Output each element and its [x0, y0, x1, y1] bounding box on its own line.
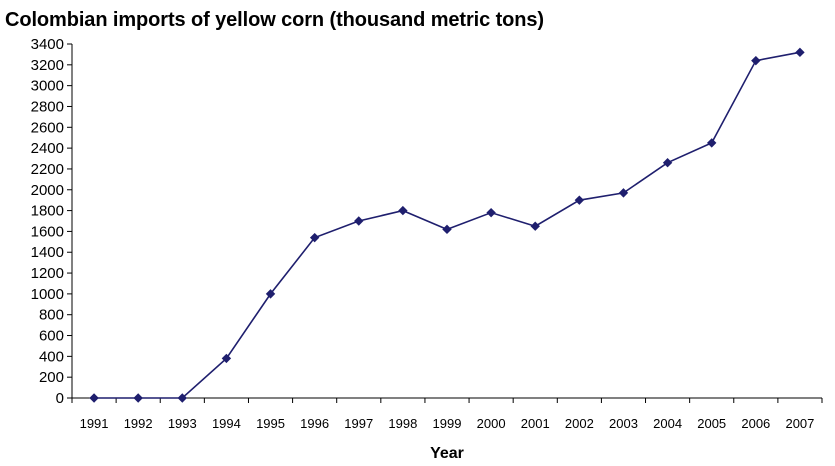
data-point-marker	[751, 55, 761, 66]
axes	[71, 44, 822, 399]
y-tick-label: 800	[39, 307, 64, 324]
data-point-marker	[574, 195, 585, 205]
y-tick-label: 200	[39, 369, 64, 386]
x-tick-label: 1997	[344, 416, 373, 431]
y-tick-label: 3400	[31, 36, 64, 53]
y-tick-label: 400	[39, 348, 64, 365]
x-tick-label: 1992	[124, 416, 153, 431]
data-point-marker	[177, 393, 188, 403]
data-point-marker	[309, 232, 320, 243]
data-point-marker	[133, 393, 143, 403]
data-point-marker	[221, 353, 232, 364]
x-tick-label: 2006	[741, 416, 770, 431]
y-tick-label: 2200	[31, 161, 64, 178]
y-tick-label: 0	[56, 390, 64, 407]
data-point-marker	[442, 224, 452, 235]
x-tick-label: 1999	[433, 416, 462, 431]
x-tick-label: 1998	[388, 416, 417, 431]
x-tick-label: 2001	[521, 416, 550, 431]
y-tick-label: 600	[39, 328, 64, 345]
data-point-marker	[89, 393, 99, 403]
y-tick-label: 1000	[31, 286, 64, 303]
data-point-marker	[354, 216, 364, 226]
x-tick-label: 1994	[212, 416, 241, 431]
x-tick-label: 2004	[653, 416, 682, 431]
data-point-marker	[706, 138, 717, 148]
chart-title: Colombian imports of yellow corn (thousa…	[5, 9, 544, 31]
x-tick-label: 2007	[785, 416, 814, 431]
data-point-marker	[398, 205, 408, 216]
series-markers	[89, 47, 805, 403]
x-axis-label: Year	[430, 445, 464, 462]
y-tick-label: 2600	[31, 119, 64, 136]
data-point-marker	[265, 289, 276, 299]
x-tick-label: 2005	[697, 416, 726, 431]
x-axis-ticks: 1991 1992 1993 1994 1995 1996 1997 1998 1999 2000…	[71, 398, 823, 431]
y-tick-label: 3200	[31, 57, 64, 74]
x-tick-label: 2003	[609, 416, 638, 431]
y-tick-label: 3000	[31, 78, 64, 95]
x-tick-label: 2002	[565, 416, 594, 431]
y-tick-label: 2400	[31, 140, 64, 157]
x-tick-label: 1991	[80, 416, 109, 431]
data-point-marker	[795, 47, 805, 58]
y-axis-ticks: 0 200 400 600 800 1000 1200 1400 1600 1800 2000 220…	[31, 36, 72, 407]
y-tick-label: 1200	[31, 265, 64, 282]
y-tick-label: 1800	[31, 203, 64, 220]
x-tick-label: 2000	[477, 416, 506, 431]
x-tick-label: 1993	[168, 416, 197, 431]
x-tick-label: 1996	[300, 416, 329, 431]
y-tick-label: 2800	[31, 98, 64, 115]
y-tick-label: 2000	[31, 182, 64, 199]
y-tick-label: 1400	[31, 244, 64, 261]
data-point-marker	[662, 157, 673, 168]
data-point-marker	[618, 188, 629, 198]
data-point-marker	[530, 221, 540, 231]
data-point-marker	[486, 207, 496, 218]
y-tick-label: 1600	[31, 223, 64, 240]
x-tick-label: 1995	[256, 416, 285, 431]
